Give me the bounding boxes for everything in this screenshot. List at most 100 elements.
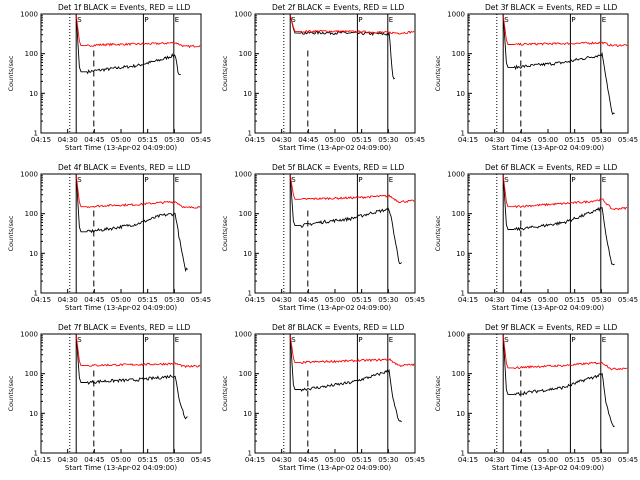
x-tick-label: 05:15 xyxy=(565,296,585,304)
plot-frame xyxy=(40,333,202,454)
y-tick-label: 1000 xyxy=(20,331,38,339)
x-tick-label: 04:45 xyxy=(511,136,531,144)
marker-label-E: E xyxy=(602,176,606,184)
marker-label-P: P xyxy=(358,16,362,24)
series-lld xyxy=(289,174,415,204)
y-axis-label: Counts/sec xyxy=(434,375,442,411)
marker-label-E: E xyxy=(389,336,393,344)
marker-label-P: P xyxy=(144,336,148,344)
plot-frame xyxy=(254,333,416,454)
x-tick-label: 05:45 xyxy=(405,296,425,304)
panel-title: Det 3f BLACK = Events, RED = LLD xyxy=(485,3,618,12)
series-events xyxy=(289,14,396,80)
x-tick-label: 04:45 xyxy=(298,136,318,144)
y-axis-label: Counts/sec xyxy=(7,375,15,411)
x-axis-label: Start Time (13-Apr-02 04:09:00) xyxy=(279,144,391,152)
marker-label-P: P xyxy=(571,176,575,184)
marker-label-S: S xyxy=(504,16,509,24)
y-axis-label: Counts/sec xyxy=(221,215,229,251)
panel-9: Det 9f BLACK = Events, RED = LLD 1 10 100 10… xyxy=(434,323,638,472)
plot-frame xyxy=(40,13,202,134)
panel-title: Det 7f BLACK = Events, RED = LLD xyxy=(58,323,191,332)
series-events xyxy=(289,334,402,423)
plot-frame xyxy=(40,173,202,294)
x-tick-label: 05:30 xyxy=(378,456,398,464)
x-axis-label: Start Time (13-Apr-02 04:09:00) xyxy=(65,464,177,472)
x-tick-label: 05:30 xyxy=(164,296,184,304)
x-tick-label: 05:15 xyxy=(138,136,158,144)
x-tick-label: 05:45 xyxy=(618,296,638,304)
x-axis-label: Start Time (13-Apr-02 04:09:00) xyxy=(65,144,177,152)
y-tick-label: 1000 xyxy=(20,11,38,19)
panel-7: Det 7f BLACK = Events, RED = LLD 1 10 100 10… xyxy=(7,323,211,472)
x-tick-label: 04:15 xyxy=(458,136,478,144)
plot-frame xyxy=(254,13,416,134)
x-tick-label: 05:45 xyxy=(618,136,638,144)
marker-label-S: S xyxy=(77,336,82,344)
x-tick-label: 05:30 xyxy=(378,296,398,304)
x-tick-label: 05:00 xyxy=(325,456,345,464)
panel-title: Det 6f BLACK = Events, RED = LLD xyxy=(485,163,618,172)
x-tick-label: 04:30 xyxy=(272,136,292,144)
panel-title: Det 5f BLACK = Events, RED = LLD xyxy=(272,163,405,172)
marker-label-P: P xyxy=(571,336,575,344)
marker-label-S: S xyxy=(77,16,82,24)
y-tick-label: 1000 xyxy=(234,11,252,19)
x-tick-label: 05:15 xyxy=(565,456,585,464)
y-tick-label: 10 xyxy=(243,250,252,258)
marker-label-S: S xyxy=(504,176,509,184)
x-axis-label: Start Time (13-Apr-02 04:09:00) xyxy=(492,464,604,472)
y-tick-label: 10 xyxy=(29,90,38,98)
x-tick-label: 05:00 xyxy=(325,296,345,304)
x-axis-label: Start Time (13-Apr-02 04:09:00) xyxy=(492,304,604,312)
x-tick-label: 05:15 xyxy=(138,456,158,464)
y-tick-label: 1 xyxy=(34,450,38,458)
marker-label-E: E xyxy=(175,176,179,184)
y-tick-label: 100 xyxy=(239,50,252,58)
series-lld xyxy=(289,334,415,367)
marker-label-S: S xyxy=(291,16,296,24)
panel-title: Det 9f BLACK = Events, RED = LLD xyxy=(485,323,618,332)
panel-6: Det 6f BLACK = Events, RED = LLD 1 10 100 10… xyxy=(434,163,638,312)
marker-label-E: E xyxy=(602,336,606,344)
series-lld xyxy=(75,174,201,209)
x-axis-label: Start Time (13-Apr-02 04:09:00) xyxy=(279,464,391,472)
x-tick-label: 04:30 xyxy=(485,456,505,464)
x-tick-label: 04:45 xyxy=(298,296,318,304)
x-tick-label: 05:30 xyxy=(591,136,611,144)
marker-label-S: S xyxy=(504,336,509,344)
marker-label-E: E xyxy=(175,16,179,24)
y-tick-label: 1000 xyxy=(234,171,252,179)
x-tick-label: 05:30 xyxy=(164,456,184,464)
x-tick-label: 04:30 xyxy=(58,296,78,304)
y-tick-label: 100 xyxy=(25,210,38,218)
x-tick-label: 04:30 xyxy=(272,456,292,464)
y-tick-label: 100 xyxy=(452,210,465,218)
y-axis-label: Counts/sec xyxy=(7,55,15,91)
series-lld xyxy=(75,14,201,49)
y-tick-label: 1 xyxy=(461,130,465,138)
panel-title: Det 1f BLACK = Events, RED = LLD xyxy=(58,3,191,12)
y-tick-label: 1000 xyxy=(20,171,38,179)
series-events xyxy=(502,14,615,115)
marker-label-P: P xyxy=(144,176,148,184)
panel-4: Det 4f BLACK = Events, RED = LLD 1 10 100 10… xyxy=(7,163,211,312)
x-tick-label: 05:15 xyxy=(138,296,158,304)
x-tick-label: 05:45 xyxy=(191,136,211,144)
marker-label-E: E xyxy=(389,176,393,184)
plot-frame xyxy=(467,13,629,134)
y-tick-label: 100 xyxy=(25,370,38,378)
x-tick-label: 04:45 xyxy=(84,296,104,304)
x-tick-label: 04:15 xyxy=(31,296,51,304)
x-tick-label: 04:15 xyxy=(31,136,51,144)
x-tick-label: 05:15 xyxy=(352,456,372,464)
x-tick-label: 04:15 xyxy=(458,296,478,304)
plot-frame xyxy=(254,173,416,294)
panel-1: Det 1f BLACK = Events, RED = LLD 1 10 100 10… xyxy=(7,3,211,152)
x-tick-label: 05:45 xyxy=(191,296,211,304)
y-tick-label: 1 xyxy=(248,290,252,298)
x-tick-label: 04:45 xyxy=(84,136,104,144)
x-tick-label: 04:15 xyxy=(245,456,265,464)
x-tick-label: 04:30 xyxy=(58,456,78,464)
x-axis-label: Start Time (13-Apr-02 04:09:00) xyxy=(65,304,177,312)
